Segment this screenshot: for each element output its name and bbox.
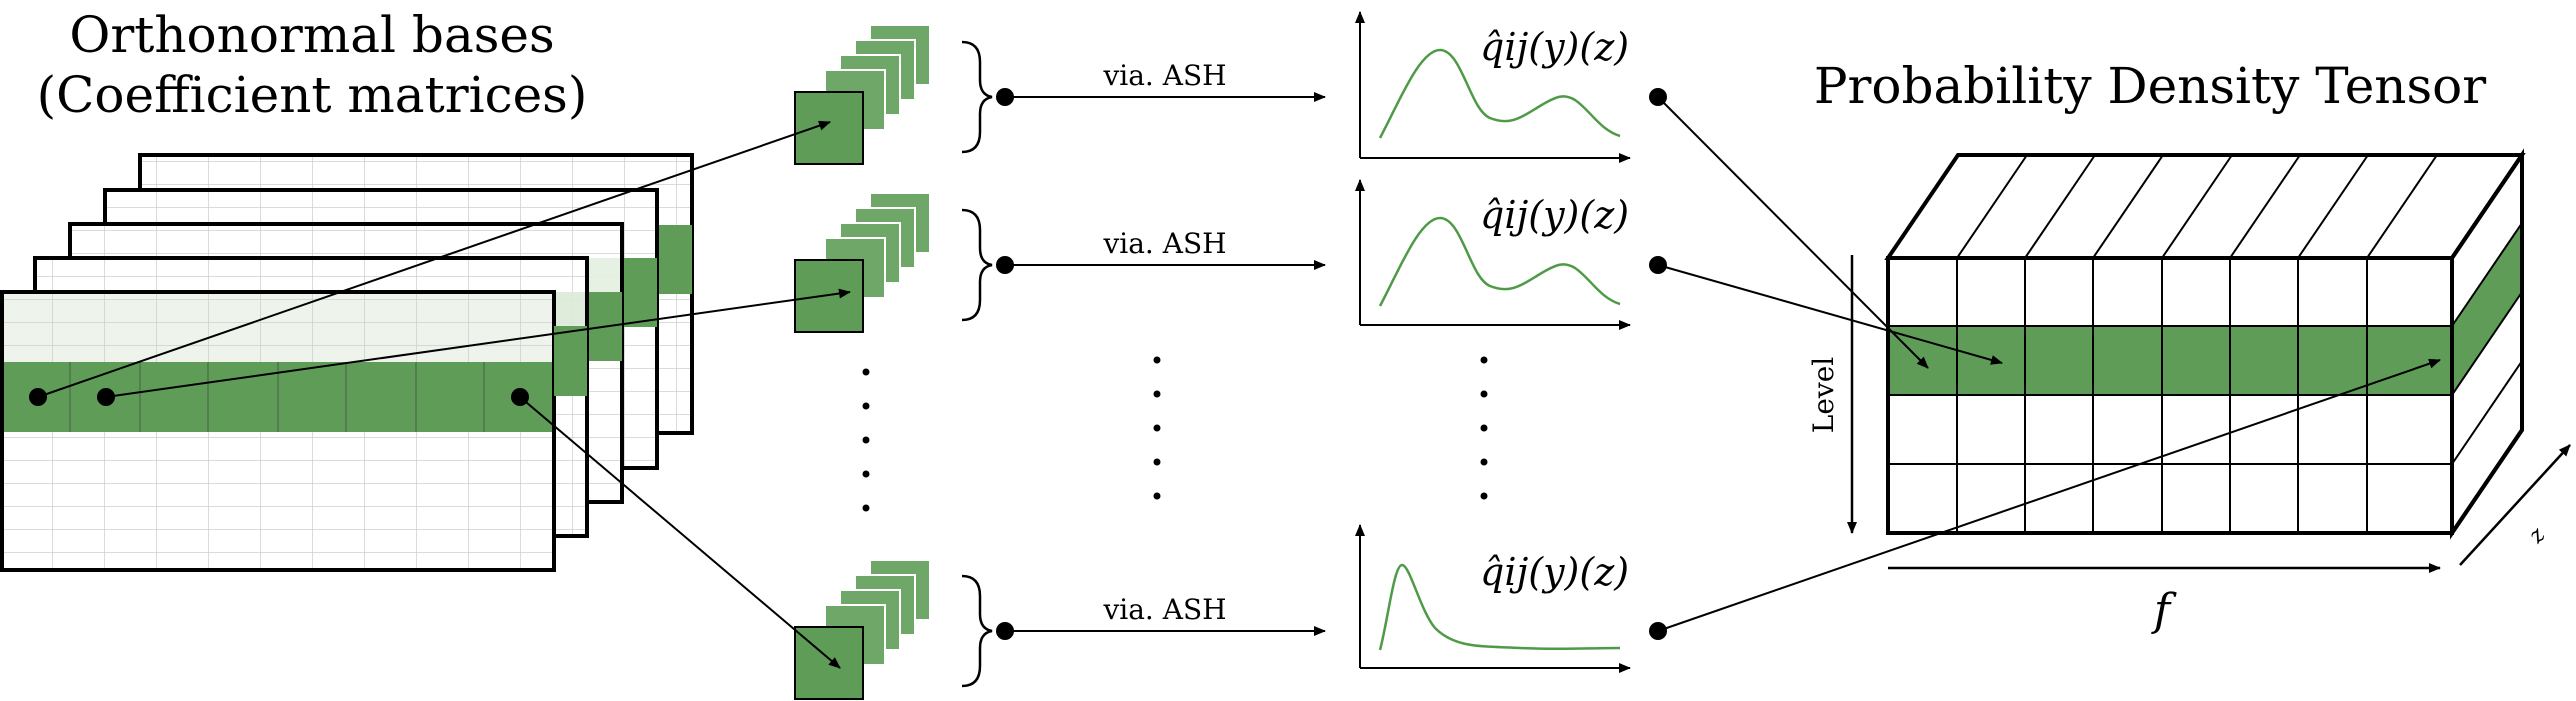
density-plot-3: q̂ij(y)(z) [1355, 524, 1631, 673]
density-plot-2: q̂ij(y)(z) [1355, 179, 1631, 330]
density-plot-1: q̂ij(y)(z) [1355, 11, 1631, 163]
via-ash-row-2: via. ASH [996, 227, 1326, 274]
via-ash-row-3: via. ASH [996, 593, 1326, 640]
ellipsis-dots-3 [1480, 356, 1488, 500]
bases-title-line1: Orthonormal bases [69, 6, 554, 64]
matrix-stack [0, 153, 694, 572]
probability-density-tensor [1884, 148, 2526, 540]
density-curve [1378, 48, 1621, 139]
density-curve [1378, 563, 1621, 651]
density-label: q̂ij(y)(z) [1480, 550, 1629, 594]
axis-level: Level [1807, 255, 1857, 534]
bases-title: Orthonormal bases (Coefficient matrices) [37, 6, 588, 124]
green-stack-middle [794, 192, 931, 333]
ellipsis-dots-2 [1153, 356, 1161, 500]
axis-f-label: f [2151, 585, 2177, 636]
density-label: q̂ij(y)(z) [1480, 25, 1629, 69]
via-ash-label: via. ASH [1102, 227, 1226, 260]
axis-level-label: Level [1807, 357, 1840, 434]
axis-z-label: z [2523, 523, 2550, 549]
tensor-highlight-row [1888, 326, 2452, 395]
tensor-title: Probability Density Tensor [1814, 57, 2486, 115]
arrow-icon [1657, 96, 2441, 632]
density-curve [1378, 216, 1621, 307]
axis-f: f [1888, 563, 2441, 636]
via-ash-label: via. ASH [1102, 59, 1226, 92]
via-ash-label: via. ASH [1102, 593, 1226, 626]
ellipsis-dots-1 [862, 368, 870, 512]
density-label: q̂ij(y)(z) [1480, 193, 1629, 237]
arrow-icon [37, 120, 851, 669]
green-stack-top [794, 24, 931, 165]
via-ash-row-1: via. ASH [996, 59, 1326, 106]
brace-icon [961, 40, 993, 688]
bases-title-line2: (Coefficient matrices) [37, 66, 588, 124]
green-stack-bottom [794, 559, 931, 700]
matrix-front [0, 290, 587, 572]
